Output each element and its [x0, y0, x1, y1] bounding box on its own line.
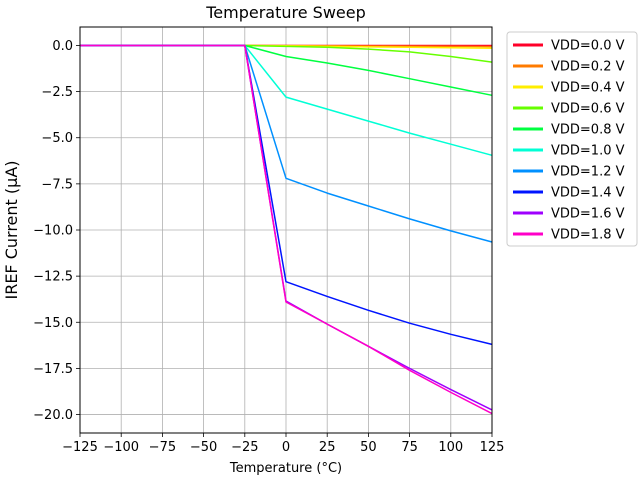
legend-label: VDD=1.0 V: [551, 144, 625, 159]
y-tick-label: −17.5: [33, 362, 73, 377]
x-axis-ticks: −125 −100 −75 −50 −25 0 25 50 75 100 125: [62, 433, 504, 455]
x-tick-label: −75: [149, 440, 176, 455]
series-line: [80, 44, 493, 63]
x-tick-label: −125: [62, 440, 98, 455]
y-tick-label: −10.0: [33, 224, 73, 239]
x-tick-label: 75: [401, 440, 418, 455]
y-tick-label: −15.0: [33, 316, 73, 331]
y-tick-label: 0.0: [52, 39, 73, 54]
x-tick-label: 25: [319, 440, 336, 455]
y-axis-label: IREF Current (µA): [2, 160, 21, 299]
y-tick-label: −20.0: [33, 408, 73, 423]
chart-title: Temperature Sweep: [205, 3, 366, 22]
y-tick-label: −5.0: [41, 131, 73, 146]
y-tick-label: −2.5: [41, 85, 73, 100]
legend-label: VDD=1.4 V: [551, 186, 625, 201]
x-tick-label: −100: [103, 440, 139, 455]
x-tick-label: −25: [231, 440, 258, 455]
y-axis-ticks: 0.0 −2.5 −5.0 −7.5 −10.0 −12.5 −15.0 −17.5 −20.0: [33, 39, 80, 423]
series-line: [80, 44, 493, 97]
plot-lines: [80, 44, 493, 415]
legend-label: VDD=0.6 V: [551, 102, 625, 117]
x-tick-label: −50: [190, 440, 217, 455]
legend-label: VDD=1.2 V: [551, 165, 625, 180]
legend: VDD=0.0 V VDD=0.2 V VDD=0.4 V VDD=0.6 V VDD=…: [506, 31, 638, 247]
series-line: [80, 44, 493, 157]
y-tick-label: −12.5: [33, 270, 73, 285]
x-tick-label: 100: [438, 440, 463, 455]
x-axis-label: Temperature (°C): [229, 461, 342, 476]
legend-label: VDD=0.2 V: [551, 60, 625, 75]
x-tick-label: 0: [282, 440, 290, 455]
legend-label: VDD=1.8 V: [551, 228, 625, 243]
legend-label: VDD=0.0 V: [551, 39, 625, 54]
series-line: [80, 44, 493, 243]
legend-label: VDD=0.8 V: [551, 123, 625, 138]
x-tick-label: 125: [480, 440, 505, 455]
y-tick-label: −7.5: [41, 177, 73, 192]
legend-label: VDD=0.4 V: [551, 81, 625, 96]
legend-label: VDD=1.6 V: [551, 207, 625, 222]
x-tick-label: 50: [360, 440, 377, 455]
series-line: [80, 44, 493, 415]
